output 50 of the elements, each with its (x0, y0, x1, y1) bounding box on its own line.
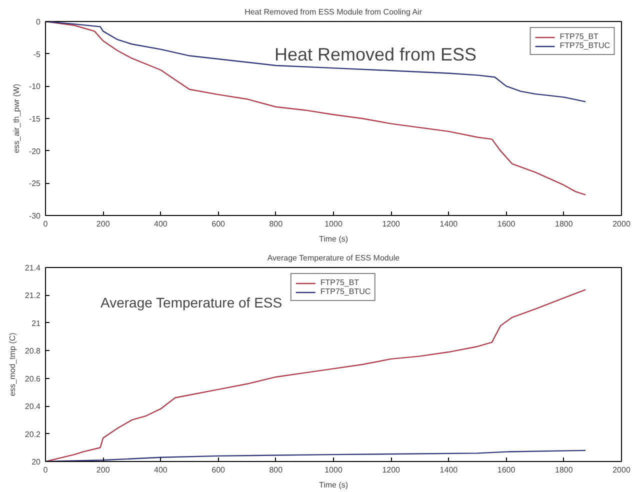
y-axis-title: ess_air_th_pwr (W) (12, 83, 21, 154)
x-tick-label: 400 (154, 220, 168, 228)
chart-title: Heat Removed from ESS Module from Cooling Air (244, 8, 422, 16)
y-axis-title: ess_mod_tmp (C) (8, 332, 17, 396)
y-tick-label: 0 (36, 18, 42, 26)
x-axis-title: Time (s) (318, 234, 348, 244)
legend-label: FTP75_BTUC (560, 41, 610, 50)
x-tick-label: 600 (212, 466, 226, 474)
x-tick-label: 600 (212, 220, 226, 228)
y-tick-label: 21.2 (24, 291, 42, 300)
y-tick-label: 21.4 (24, 264, 42, 272)
y-tick-label: 20 (32, 458, 42, 466)
y-tick-label: -25 (28, 179, 42, 188)
y-tick-label: -15 (28, 114, 42, 124)
y-tick-label: 20.4 (24, 402, 42, 412)
x-tick-label: 1000 (324, 220, 343, 228)
x-tick-label: 1800 (555, 220, 574, 228)
x-tick-label: 1400 (440, 466, 458, 474)
x-tick-label: 800 (269, 220, 284, 228)
y-tick-label: -20 (28, 146, 42, 156)
x-tick-label: 1200 (382, 220, 401, 228)
line-series (46, 289, 586, 462)
x-tick-label: 800 (269, 466, 284, 474)
y-tick-label: -30 (28, 212, 42, 220)
y-tick-label: -10 (28, 82, 42, 92)
x-tick-label: 2000 (612, 220, 631, 228)
x-tick-label: 1000 (324, 466, 343, 474)
annotation: Average Temperature of ESS (100, 294, 282, 310)
x-tick-label: 1800 (555, 466, 574, 474)
x-tick-label: 200 (96, 466, 110, 474)
y-tick-label: 20.8 (24, 346, 42, 356)
legend-label: FTP75_BTUC (320, 287, 371, 296)
x-tick-label: 1200 (382, 466, 401, 474)
x-tick-label: 0 (43, 466, 48, 474)
x-tick-label: 1600 (497, 466, 516, 474)
x-axis-title: Time (s) (318, 480, 348, 490)
y-tick-label: 21 (32, 318, 42, 328)
legend-label: FTP75_BT (560, 32, 598, 41)
x-tick-label: 2000 (612, 466, 631, 474)
x-tick-label: 400 (154, 466, 168, 474)
y-tick-label: -5 (33, 50, 42, 59)
x-tick-label: 0 (43, 220, 48, 228)
chart-title: Average Temperature of ESS Module (267, 254, 400, 262)
y-tick-label: 20.6 (24, 374, 42, 384)
x-tick-label: 200 (96, 220, 110, 228)
y-tick-label: 20.2 (24, 430, 42, 439)
x-tick-label: 1600 (497, 220, 516, 228)
x-tick-label: 1400 (440, 220, 458, 228)
legend-label: FTP75_BT (320, 278, 360, 287)
annotation: Heat Removed from ESS (274, 44, 477, 64)
